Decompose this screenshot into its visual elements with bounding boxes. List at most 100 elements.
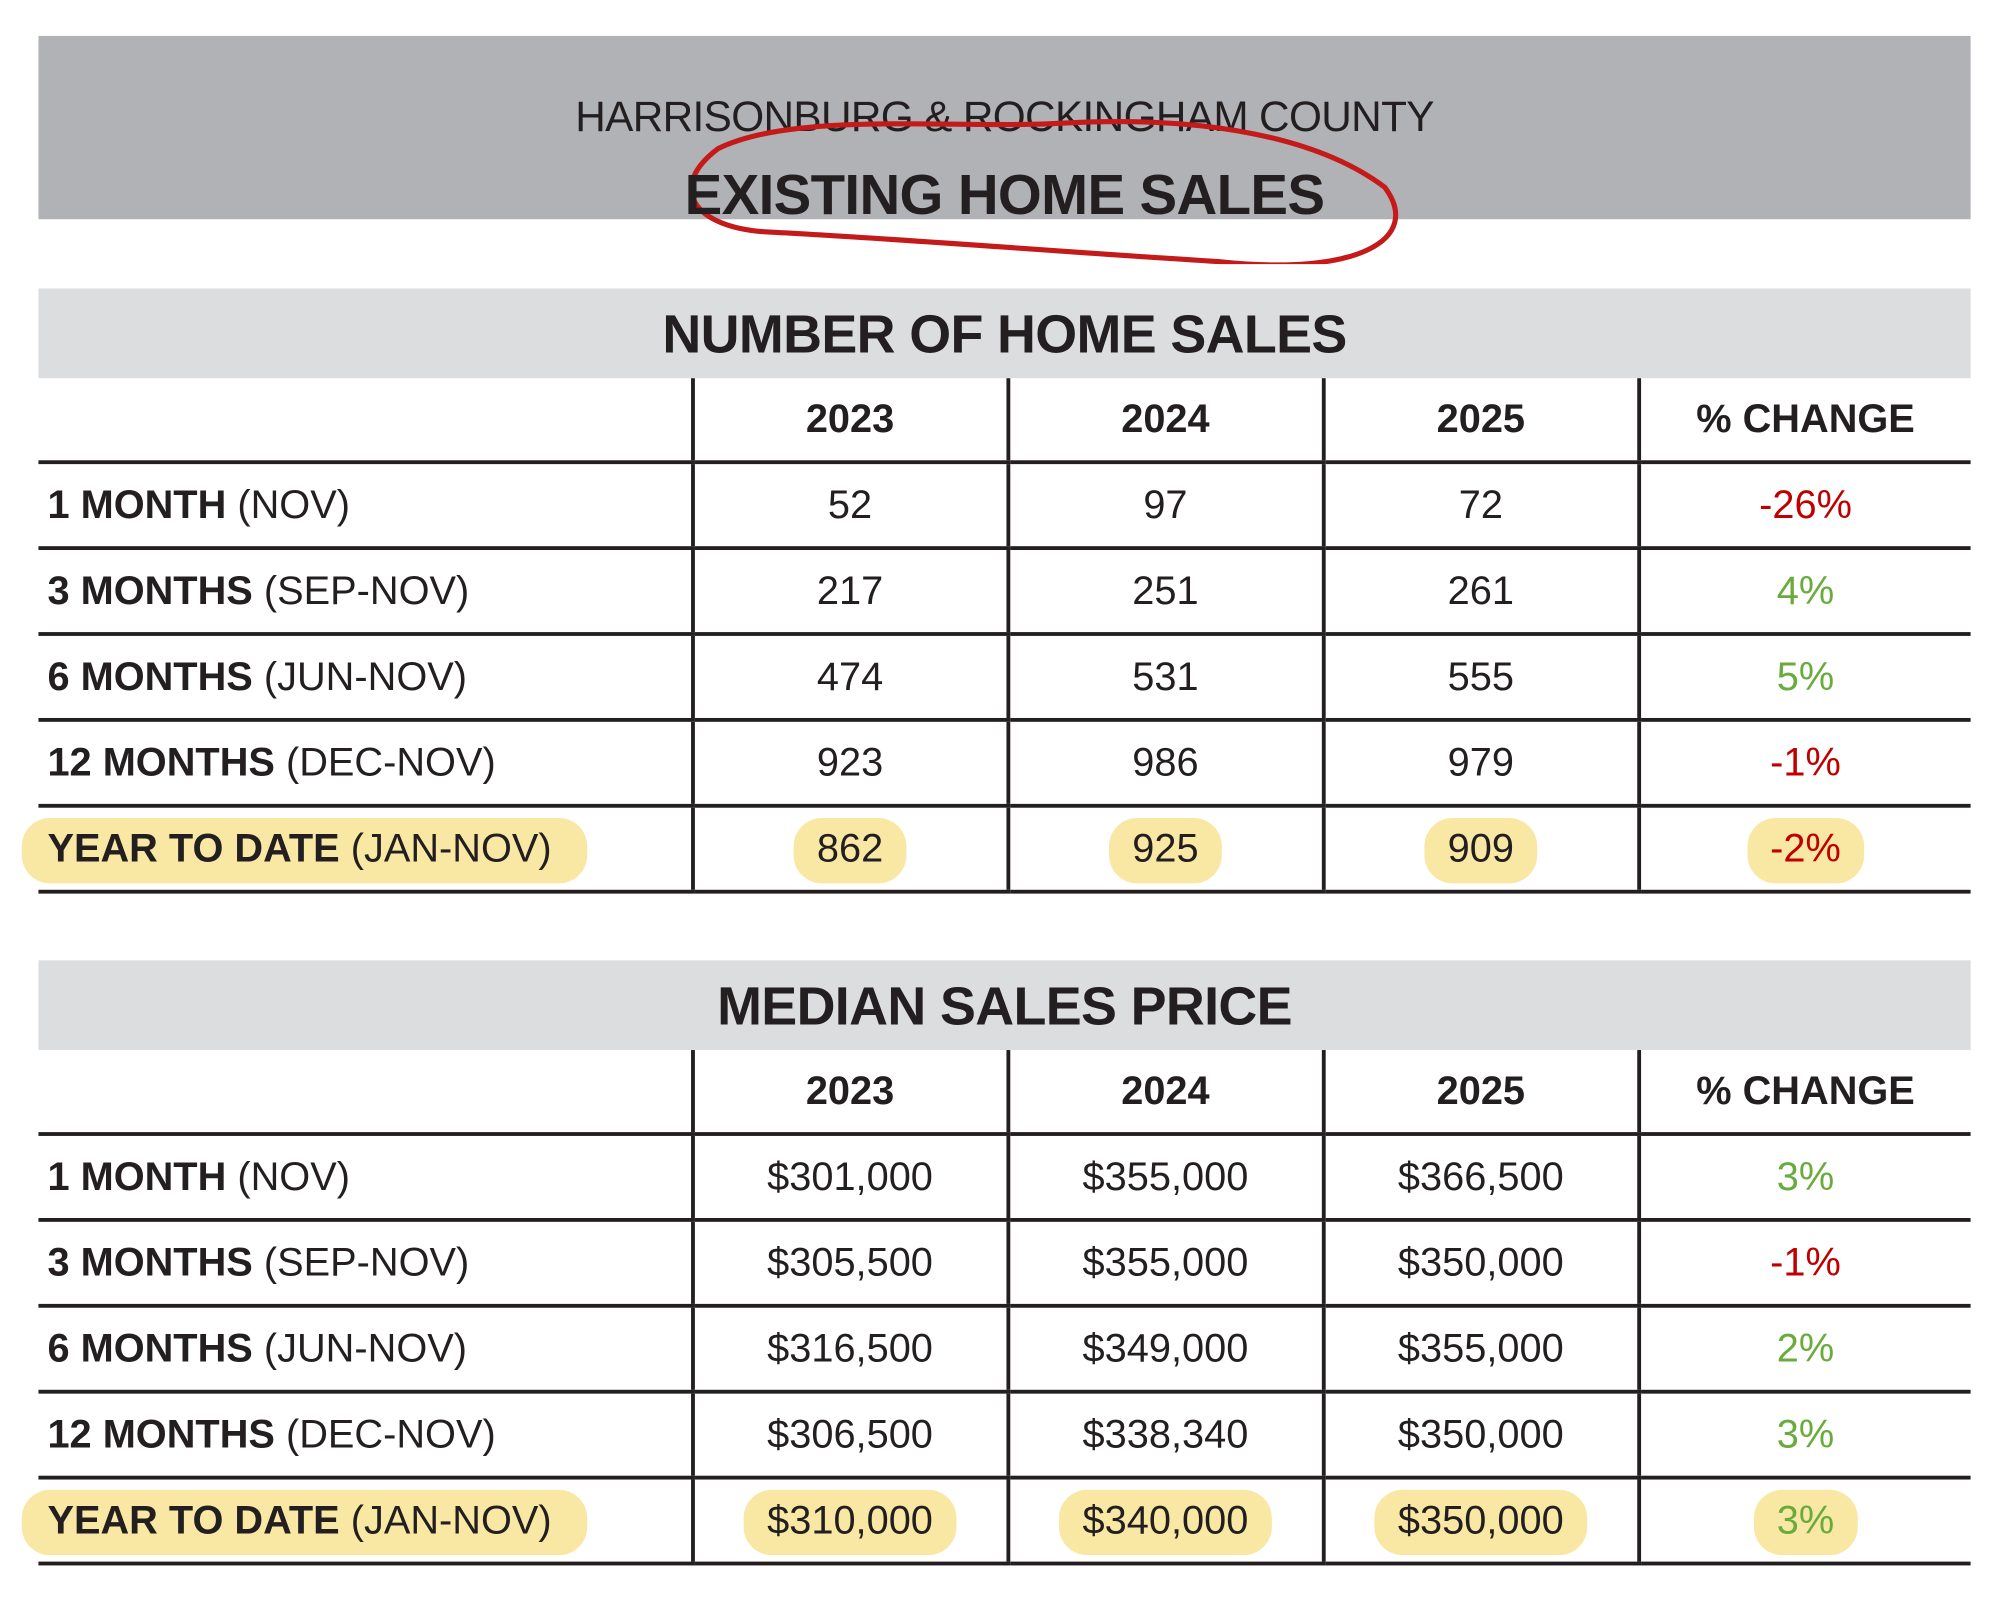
sales-section: NUMBER OF HOME SALES 2023 2024 2025% CHANG… [38,288,1971,894]
value-cell: 925 [1005,805,1324,894]
percent-change-cell: 2% [1636,1305,1971,1394]
value-cell: $338,340 [1005,1391,1324,1480]
row-label: 12 MONTHS (DEC-NOV) [38,1391,693,1480]
period-range: (JAN-NOV) [350,1497,552,1543]
row-label: 1 MONTH (NOV) [38,462,693,551]
period-label: 6 MONTHS [47,653,253,699]
table-row: 1 MONTH (NOV) $301,000 $355,000 $366,500 3% [38,1134,1971,1222]
period-range: (NOV) [237,1153,350,1199]
value-cell: 862 [690,805,1008,894]
percent-change-cell: 3% [1636,1134,1971,1222]
value-cell: 474 [690,633,1008,722]
row-label: YEAR TO DATE (JAN-NOV) [38,1477,693,1566]
column-header: 2023 [690,1050,1008,1136]
period-label: 12 MONTHS [47,739,275,785]
percent-change-cell: 3% [1636,1391,1971,1480]
value-cell: $366,500 [1321,1134,1639,1222]
period-range: (JAN-NOV) [350,825,552,871]
report-banner: HARRISONBURG & ROCKINGHAM COUNTY EXISTIN… [38,35,1971,265]
period-label: 12 MONTHS [47,1411,275,1457]
table-row: 12 MONTHS (DEC-NOV) 923 986 979 -1% [38,719,1971,808]
period-range: (JUN-NOV) [263,1325,467,1371]
value-cell: $316,500 [690,1305,1008,1394]
column-header: 2024 [1005,1050,1324,1136]
row-label: YEAR TO DATE (JAN-NOV) [38,805,693,894]
price-section-title: MEDIAN SALES PRICE [38,960,1971,1051]
period-range: (SEP-NOV) [263,567,470,613]
percent-change-cell: -1% [1636,719,1971,808]
value-cell: 979 [1321,719,1639,808]
period-range: (DEC-NOV) [285,739,496,785]
value-cell: 555 [1321,633,1639,722]
period-label: 1 MONTH [47,482,227,527]
value-cell: $305,500 [690,1219,1008,1308]
table-header-row: 2023 2024 2025% CHANGE [38,378,1971,465]
table-row: 1 MONTH (NOV) 52 97 72 -26% [38,462,1971,551]
period-range: (DEC-NOV) [285,1411,496,1457]
column-header: 2025 [1321,378,1639,465]
percent-change-cell: -2% [1636,805,1971,894]
percent-change-cell: 5% [1636,633,1971,722]
period-label: YEAR TO DATE [47,825,340,871]
value-cell: $349,000 [1005,1305,1324,1394]
row-label: 3 MONTHS (SEP-NOV) [38,548,693,636]
sales-section-title: NUMBER OF HOME SALES [38,288,1971,379]
value-cell: 52 [690,462,1008,551]
price-table: 2023 2024 2025% CHANGE 1 MONTH (NOV) $301,00… [38,1050,1971,1566]
value-cell: 261 [1321,548,1639,636]
period-label: YEAR TO DATE [47,1497,340,1543]
table-row: 12 MONTHS (DEC-NOV) $306,500 $338,340 $350,… [38,1391,1971,1480]
sales-table: 2023 2024 2025% CHANGE 1 MONTH (NOV) 52 97 72-… [38,378,1971,894]
value-cell: $350,000 [1321,1219,1639,1308]
price-section: MEDIAN SALES PRICE 2023 2024 2025% CHANGE 1… [38,960,1971,1566]
value-cell: 251 [1005,548,1324,636]
value-cell: 923 [690,719,1008,808]
table-row: 3 MONTHS (SEP-NOV) 217 251 261 4% [38,548,1971,636]
value-cell: $310,000 [690,1477,1008,1566]
table-row: 3 MONTHS (SEP-NOV) $305,500 $355,000 $350,0… [38,1219,1971,1308]
value-cell: $350,000 [1321,1391,1639,1480]
percent-change-cell: 4% [1636,548,1971,636]
value-cell: $355,000 [1005,1219,1324,1308]
table-row: YEAR TO DATE (JAN-NOV) $310,000 $340,000 $3… [38,1477,1971,1566]
value-cell: 909 [1321,805,1639,894]
value-cell: 986 [1005,719,1324,808]
value-cell: 97 [1005,462,1324,551]
row-label: 12 MONTHS (DEC-NOV) [38,719,693,808]
value-cell: 531 [1005,633,1324,722]
period-label: 3 MONTHS [47,1239,253,1285]
percent-change-cell: -1% [1636,1219,1971,1308]
row-label: 1 MONTH (NOV) [38,1134,693,1222]
value-cell: $340,000 [1005,1477,1324,1566]
row-label: 6 MONTHS (JUN-NOV) [38,1305,693,1394]
table-row: YEAR TO DATE (JAN-NOV) 862 925 909 -2% [38,805,1971,894]
header-blank [38,378,693,465]
row-label: 3 MONTHS (SEP-NOV) [38,1219,693,1308]
value-cell: $301,000 [690,1134,1008,1222]
column-header: % CHANGE [1636,1050,1971,1136]
period-label: 3 MONTHS [47,567,253,613]
table-row: 6 MONTHS (JUN-NOV) $316,500 $349,000 $355,0… [38,1305,1971,1394]
period-label: 6 MONTHS [47,1325,253,1371]
period-label: 1 MONTH [47,1153,227,1199]
period-range: (SEP-NOV) [263,1239,470,1285]
header-blank [38,1050,693,1136]
table-header-row: 2023 2024 2025% CHANGE [38,1050,1971,1136]
period-range: (JUN-NOV) [263,653,467,699]
percent-change-cell: 3% [1636,1477,1971,1566]
value-cell: 72 [1321,462,1639,551]
value-cell: $355,000 [1005,1134,1324,1222]
red-circle-annotation [688,119,1399,265]
period-range: (NOV) [237,482,350,527]
value-cell: $306,500 [690,1391,1008,1480]
column-header: 2023 [690,378,1008,465]
value-cell: $355,000 [1321,1305,1639,1394]
column-header: 2025 [1321,1050,1639,1136]
value-cell: $350,000 [1321,1477,1639,1566]
value-cell: 217 [690,548,1008,636]
report-subtitle: HARRISONBURG & ROCKINGHAM COUNTY [575,92,1434,140]
column-header: 2024 [1005,378,1324,465]
percent-change-cell: -26% [1636,462,1971,551]
table-row: 6 MONTHS (JUN-NOV) 474 531 555 5% [38,633,1971,722]
report-title: EXISTING HOME SALES [684,164,1325,227]
